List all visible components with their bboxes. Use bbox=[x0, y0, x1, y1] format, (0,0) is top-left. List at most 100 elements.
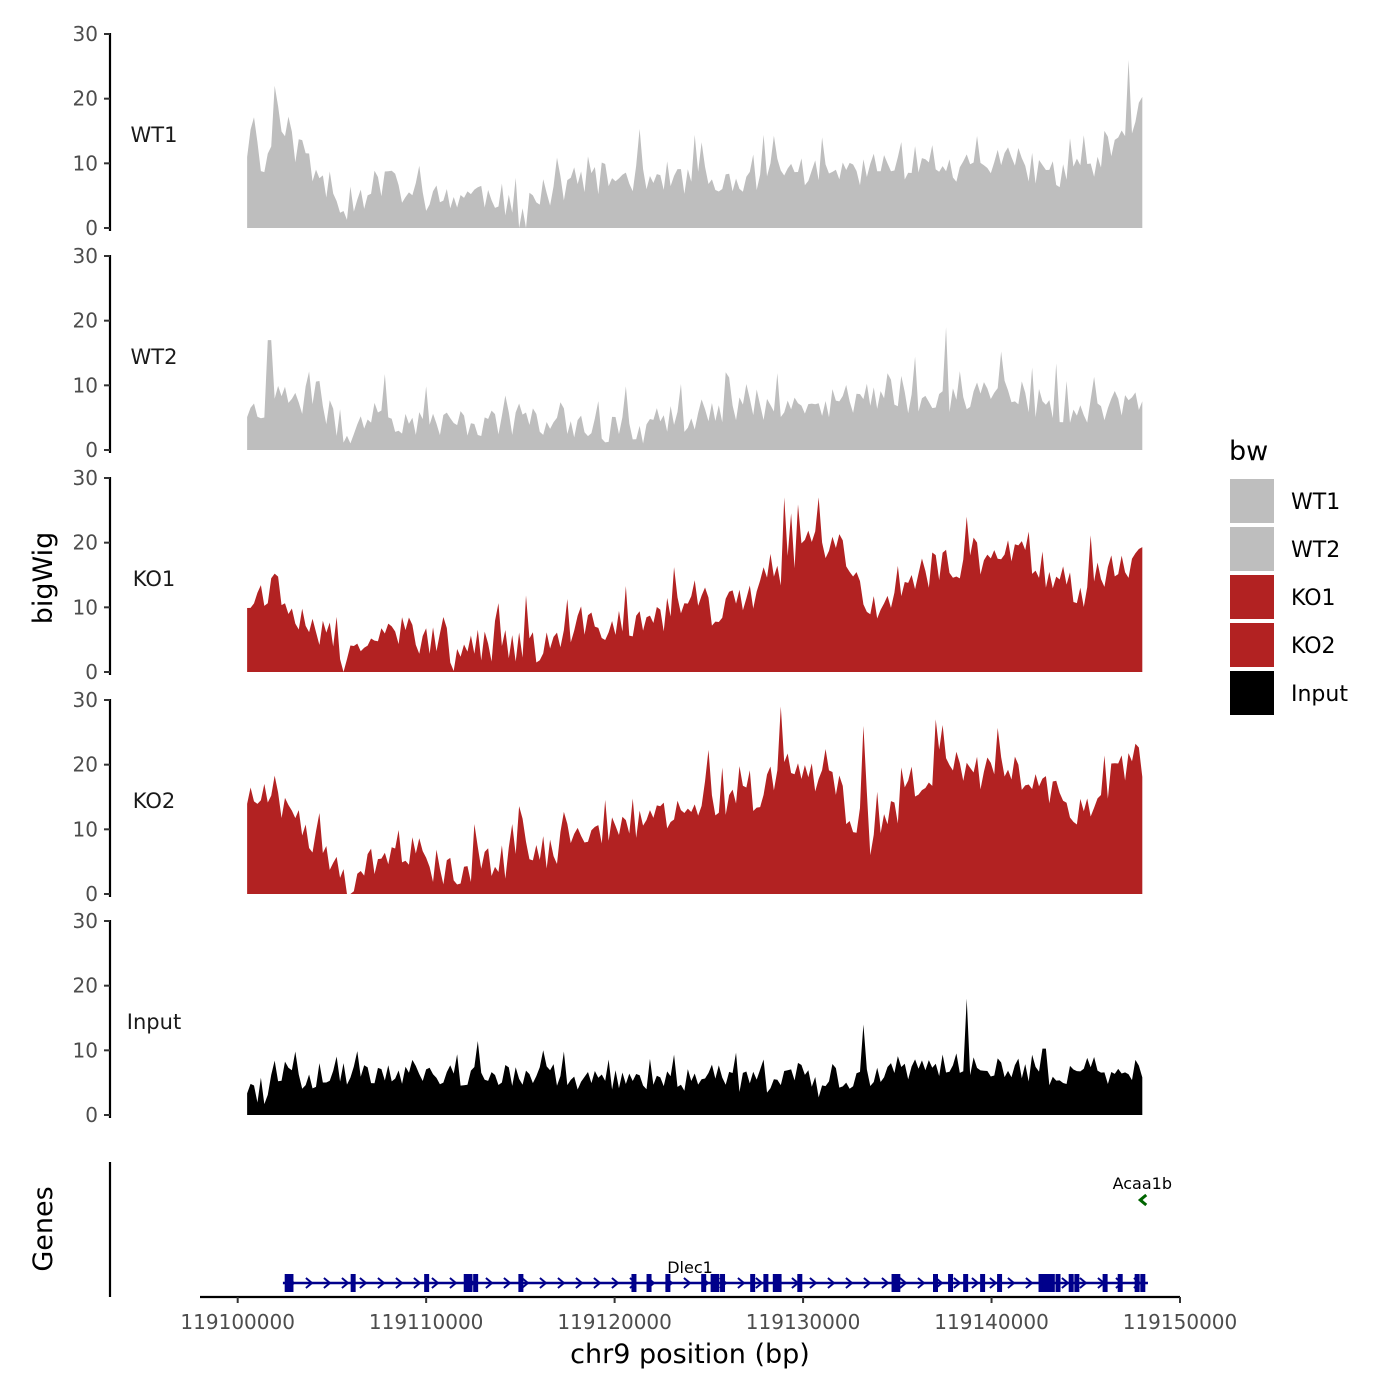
exon bbox=[1055, 1274, 1061, 1292]
track-label-ko2: KO2 bbox=[133, 789, 176, 813]
track-ko2: 0 10 20 30 KO2 bbox=[73, 688, 1143, 906]
y-tick-label: 0 bbox=[85, 438, 98, 462]
strand-arrow bbox=[809, 1277, 818, 1289]
y-tick-label: 0 bbox=[85, 882, 98, 906]
strand-arrow bbox=[1137, 1193, 1148, 1207]
y-ticks-ko1: 0 10 20 30 bbox=[73, 466, 110, 684]
exon bbox=[1134, 1274, 1140, 1292]
exon bbox=[646, 1274, 652, 1292]
y-tick-label: 10 bbox=[73, 373, 98, 397]
exon bbox=[772, 1274, 778, 1292]
strand-arrow bbox=[521, 1277, 530, 1289]
exon bbox=[665, 1274, 671, 1292]
y-tick-label: 10 bbox=[73, 817, 98, 841]
track-label-ko1: KO1 bbox=[133, 567, 176, 591]
strand-arrow bbox=[683, 1277, 692, 1289]
strand-arrow bbox=[1061, 1277, 1070, 1289]
exon bbox=[288, 1274, 294, 1292]
x-tick-label: 119130000 bbox=[746, 1310, 861, 1334]
y-ticks-input: 0 10 20 30 bbox=[73, 909, 110, 1127]
exon bbox=[891, 1274, 897, 1292]
legend-label-wt2: WT2 bbox=[1291, 538, 1340, 563]
legend-label-ko2: KO2 bbox=[1291, 634, 1336, 659]
y-ticks-wt2: 0 10 20 30 bbox=[73, 244, 110, 462]
strand-arrow bbox=[359, 1277, 368, 1289]
legend-key-ko2 bbox=[1230, 623, 1274, 667]
track-ko1: 0 10 20 30 KO1 bbox=[73, 466, 1143, 684]
y-tick-label: 20 bbox=[73, 974, 98, 998]
exon bbox=[763, 1274, 769, 1292]
y-tick-label: 30 bbox=[73, 244, 98, 268]
y-tick-label: 0 bbox=[85, 660, 98, 684]
x-axis-title: chr9 position (bp) bbox=[570, 1339, 810, 1370]
y-tick-label: 20 bbox=[73, 309, 98, 333]
strand-arrow bbox=[557, 1277, 566, 1289]
y-tick-label: 20 bbox=[73, 87, 98, 111]
x-tick-label: 119110000 bbox=[369, 1310, 484, 1334]
exon bbox=[714, 1274, 720, 1292]
strand-arrow bbox=[755, 1277, 764, 1289]
legend-title: bw bbox=[1229, 436, 1268, 467]
exon bbox=[518, 1274, 524, 1292]
area-input bbox=[247, 998, 1143, 1115]
gene-dlec1: Dlec1 bbox=[282, 1258, 1148, 1292]
exon bbox=[963, 1274, 969, 1292]
genes-track-title: Genes bbox=[28, 1186, 59, 1271]
x-axis-ticks bbox=[236, 1297, 1181, 1303]
exon bbox=[1140, 1274, 1146, 1292]
exon bbox=[473, 1274, 479, 1292]
y-tick-label: 10 bbox=[73, 595, 98, 619]
strand-arrow bbox=[611, 1277, 620, 1289]
exon bbox=[1049, 1274, 1055, 1292]
strand-arrow bbox=[485, 1277, 494, 1289]
exon bbox=[631, 1274, 637, 1292]
strand-arrow bbox=[449, 1277, 458, 1289]
strand-arrow bbox=[431, 1277, 440, 1289]
strand-arrow bbox=[845, 1277, 854, 1289]
exon bbox=[933, 1274, 938, 1292]
strand-arrow bbox=[1007, 1277, 1016, 1289]
x-tick-label: 119140000 bbox=[934, 1310, 1049, 1334]
track-label-wt2: WT2 bbox=[131, 345, 178, 369]
exon bbox=[463, 1274, 469, 1292]
strand-arrow bbox=[341, 1277, 350, 1289]
x-tick-label: 119120000 bbox=[557, 1310, 672, 1334]
track-wt1: 0 10 20 30 WT1 bbox=[73, 22, 1143, 240]
legend-key-ko1 bbox=[1230, 575, 1274, 619]
area-wt1 bbox=[247, 59, 1143, 229]
genes-track: Genes Dlec1 Acaa1b bbox=[28, 1162, 1172, 1297]
strand-arrow bbox=[593, 1277, 602, 1289]
exon bbox=[710, 1274, 716, 1292]
gene-acaa1b-strand-arrows bbox=[1137, 1193, 1148, 1207]
legend-label-input: Input bbox=[1291, 682, 1348, 707]
y-tick-label: 30 bbox=[73, 909, 98, 933]
strand-arrow bbox=[953, 1277, 962, 1289]
track-wt2: 0 10 20 30 WT2 bbox=[73, 244, 1143, 462]
gene-label-acaa1b: Acaa1b bbox=[1113, 1174, 1172, 1193]
track-label-input: Input bbox=[127, 1010, 181, 1034]
strand-arrow bbox=[899, 1277, 908, 1289]
exon bbox=[1074, 1274, 1080, 1292]
exon bbox=[467, 1274, 473, 1292]
strand-arrow bbox=[503, 1277, 512, 1289]
exon bbox=[1117, 1274, 1123, 1292]
exon bbox=[284, 1274, 290, 1292]
exon bbox=[1042, 1274, 1048, 1292]
strand-arrow bbox=[539, 1277, 548, 1289]
y-ticks-ko2: 0 10 20 30 bbox=[73, 688, 110, 906]
strand-arrow bbox=[305, 1277, 314, 1289]
gene-acaa1b: Acaa1b bbox=[1113, 1174, 1172, 1207]
track-label-wt1: WT1 bbox=[131, 123, 178, 147]
strand-arrow bbox=[881, 1277, 890, 1289]
legend: bw WT1 WT2 KO1 KO2 Input bbox=[1229, 436, 1348, 715]
strand-arrow bbox=[413, 1277, 422, 1289]
legend-key-wt1 bbox=[1230, 479, 1274, 523]
gene-dlec1-exons bbox=[284, 1274, 1146, 1292]
area-wt2 bbox=[247, 327, 1143, 450]
legend-key-input bbox=[1230, 671, 1274, 715]
x-tick-label: 119100000 bbox=[180, 1310, 295, 1334]
y-tick-label: 10 bbox=[73, 151, 98, 175]
area-ko2 bbox=[247, 706, 1143, 894]
